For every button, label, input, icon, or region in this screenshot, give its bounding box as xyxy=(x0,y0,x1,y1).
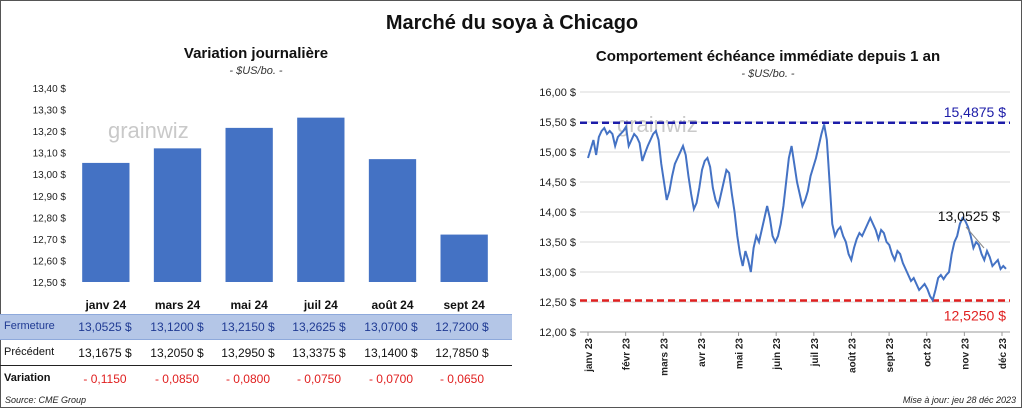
x-tick-label: mai 24 xyxy=(230,298,268,312)
y-tick-label: 12,50 $ xyxy=(539,297,576,309)
y-tick-label: 13,00 $ xyxy=(33,170,67,181)
x-tick-label: août 24 xyxy=(371,298,413,312)
x-tick-label: janv 24 xyxy=(84,298,126,312)
cell: - 0,0650 xyxy=(439,372,485,386)
x-tick-label: juin 23 xyxy=(772,338,783,371)
cell: - 0,1150 xyxy=(83,372,127,386)
y-tick-label: 13,30 $ xyxy=(33,106,67,117)
last-value-label: 13,0525 $ xyxy=(938,208,1000,224)
bar xyxy=(225,127,273,282)
x-tick-label: févr 23 xyxy=(622,338,633,371)
x-tick-label: juil 23 xyxy=(810,338,821,368)
left-units: - $US/bo. - xyxy=(229,65,283,77)
x-tick-label: juil 24 xyxy=(303,298,338,312)
x-tick-label: oct 23 xyxy=(923,338,934,367)
cell: 12,7200 $ xyxy=(435,320,489,334)
line-chart: 12,00 $ 12,50 $ 13,00 $ 13,50 $ 14,00 $ 14,50… xyxy=(539,87,1010,376)
price-line xyxy=(587,124,1007,303)
y-tick-label: 13,00 $ xyxy=(539,267,576,279)
cell: - 0,0850 xyxy=(154,372,200,386)
x-tick-label: mars 24 xyxy=(155,298,201,312)
y-tick-label: 12,80 $ xyxy=(33,213,67,224)
y-tick-label: 12,90 $ xyxy=(33,192,67,203)
low-label: 12,5250 $ xyxy=(944,308,1006,324)
x-tick-label: sept 24 xyxy=(443,298,485,312)
bar xyxy=(297,117,345,282)
y-tick-label: 13,50 $ xyxy=(539,237,576,249)
page-title: Marché du soya à Chicago xyxy=(385,12,639,34)
y-tick-label: 12,60 $ xyxy=(33,256,67,267)
y-tick-label: 16,00 $ xyxy=(539,87,576,99)
table-row-precedent: Précédent 13,1675 $ 13,2050 $ 13,2950 $ … xyxy=(0,341,512,366)
x-tick-label: mars 23 xyxy=(659,338,670,376)
cell: 13,2150 $ xyxy=(221,320,275,334)
right-subtitle: Comportement échéance immédiate depuis 1… xyxy=(595,48,941,65)
cell: 13,1200 $ xyxy=(150,320,204,334)
cell: 12,7850 $ xyxy=(435,346,489,360)
y-tick-label: 12,00 $ xyxy=(539,327,576,339)
update-note: Mise à jour: jeu 28 déc 2023 xyxy=(902,395,1016,405)
source-note: Source: CME Group xyxy=(5,395,87,405)
x-tick-label: avr 23 xyxy=(697,338,708,367)
cell: - 0,0700 xyxy=(368,372,414,386)
bar xyxy=(82,162,130,282)
x-tick-label: sept 23 xyxy=(885,338,896,373)
y-tick-label: 12,50 $ xyxy=(33,278,67,289)
right-units: - $US/bo. - xyxy=(741,68,795,80)
watermark-text: grainwiz xyxy=(108,118,189,143)
cell: 13,2050 $ xyxy=(150,346,204,360)
cell: - 0,0800 xyxy=(225,372,271,386)
cell: - 0,0750 xyxy=(296,372,342,386)
y-tick-label: 15,00 $ xyxy=(539,147,576,159)
bar xyxy=(368,159,417,282)
row-label: Fermeture xyxy=(4,320,55,332)
x-tick-label: déc 23 xyxy=(998,338,1009,370)
y-tick-label: 13,10 $ xyxy=(33,149,67,160)
table-row-variation: Variation - 0,1150 - 0,0850 - 0,0800 - 0… xyxy=(0,367,512,391)
cell: 13,2625 $ xyxy=(292,320,346,334)
cell: 13,1675 $ xyxy=(78,346,132,360)
x-tick-label: août 23 xyxy=(847,338,858,373)
last-label-leader xyxy=(965,226,985,249)
left-subtitle: Variation journalière xyxy=(183,45,329,62)
x-tick-label: mai 23 xyxy=(735,338,746,370)
row-label: Variation xyxy=(4,372,51,384)
cell: 13,2950 $ xyxy=(221,346,275,360)
x-tick-label: nov 23 xyxy=(960,338,971,370)
y-tick-label: 14,00 $ xyxy=(539,207,576,219)
y-tick-label: 13,20 $ xyxy=(33,127,67,138)
x-tick-label: janv 23 xyxy=(584,338,595,373)
y-tick-label: 12,70 $ xyxy=(33,235,67,246)
y-tick-label: 13,40 $ xyxy=(33,84,67,95)
table-row-fermeture: Fermeture 13,0525 $ 13,1200 $ 13,2150 $ … xyxy=(0,314,512,340)
cell: 13,3375 $ xyxy=(292,346,346,360)
row-label: Précédent xyxy=(4,346,55,358)
cell: 13,1400 $ xyxy=(364,346,418,360)
bar-chart: 12,50 $ 12,60 $ 12,70 $ 12,80 $ 12,90 $ 13,00… xyxy=(33,84,488,312)
y-tick-label: 15,50 $ xyxy=(539,117,576,129)
bar xyxy=(440,234,488,282)
y-tick-label: 14,50 $ xyxy=(539,177,576,189)
cell: 13,0700 $ xyxy=(364,320,418,334)
high-label: 15,4875 $ xyxy=(944,104,1006,120)
bar xyxy=(153,148,202,282)
cell: 13,0525 $ xyxy=(78,320,132,334)
